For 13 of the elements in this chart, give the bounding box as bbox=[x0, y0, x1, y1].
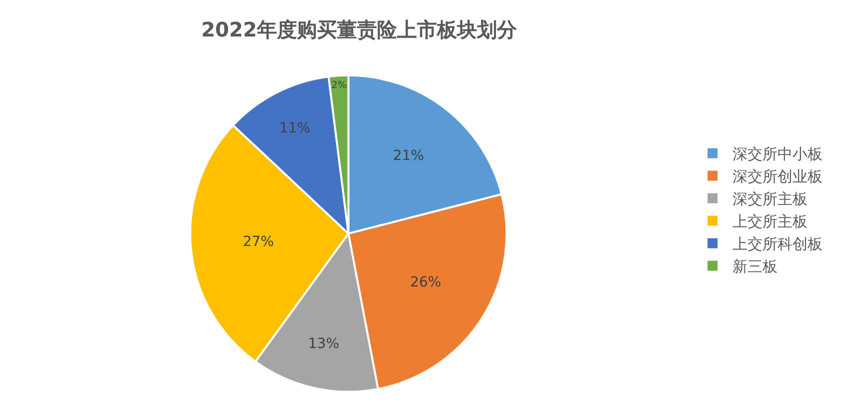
data-label: 11% bbox=[279, 120, 310, 136]
data-label: 26% bbox=[410, 274, 442, 291]
legend-label: 深交所创业板 bbox=[732, 168, 823, 186]
legend-label: 深交所中小板 bbox=[732, 145, 823, 164]
legend-label: 上交所科创板 bbox=[732, 235, 823, 254]
data-label: 2% bbox=[331, 80, 347, 91]
chart-title: 2022年度购买董责险上市板块划分 bbox=[201, 17, 518, 42]
data-label: 13% bbox=[308, 336, 340, 352]
legend-label: 深交所主板 bbox=[732, 190, 808, 208]
legend-label: 上交所主板 bbox=[732, 212, 808, 231]
data-label: 21% bbox=[392, 148, 424, 164]
legend-label: 新三板 bbox=[732, 258, 778, 276]
data-label: 27% bbox=[242, 234, 274, 250]
